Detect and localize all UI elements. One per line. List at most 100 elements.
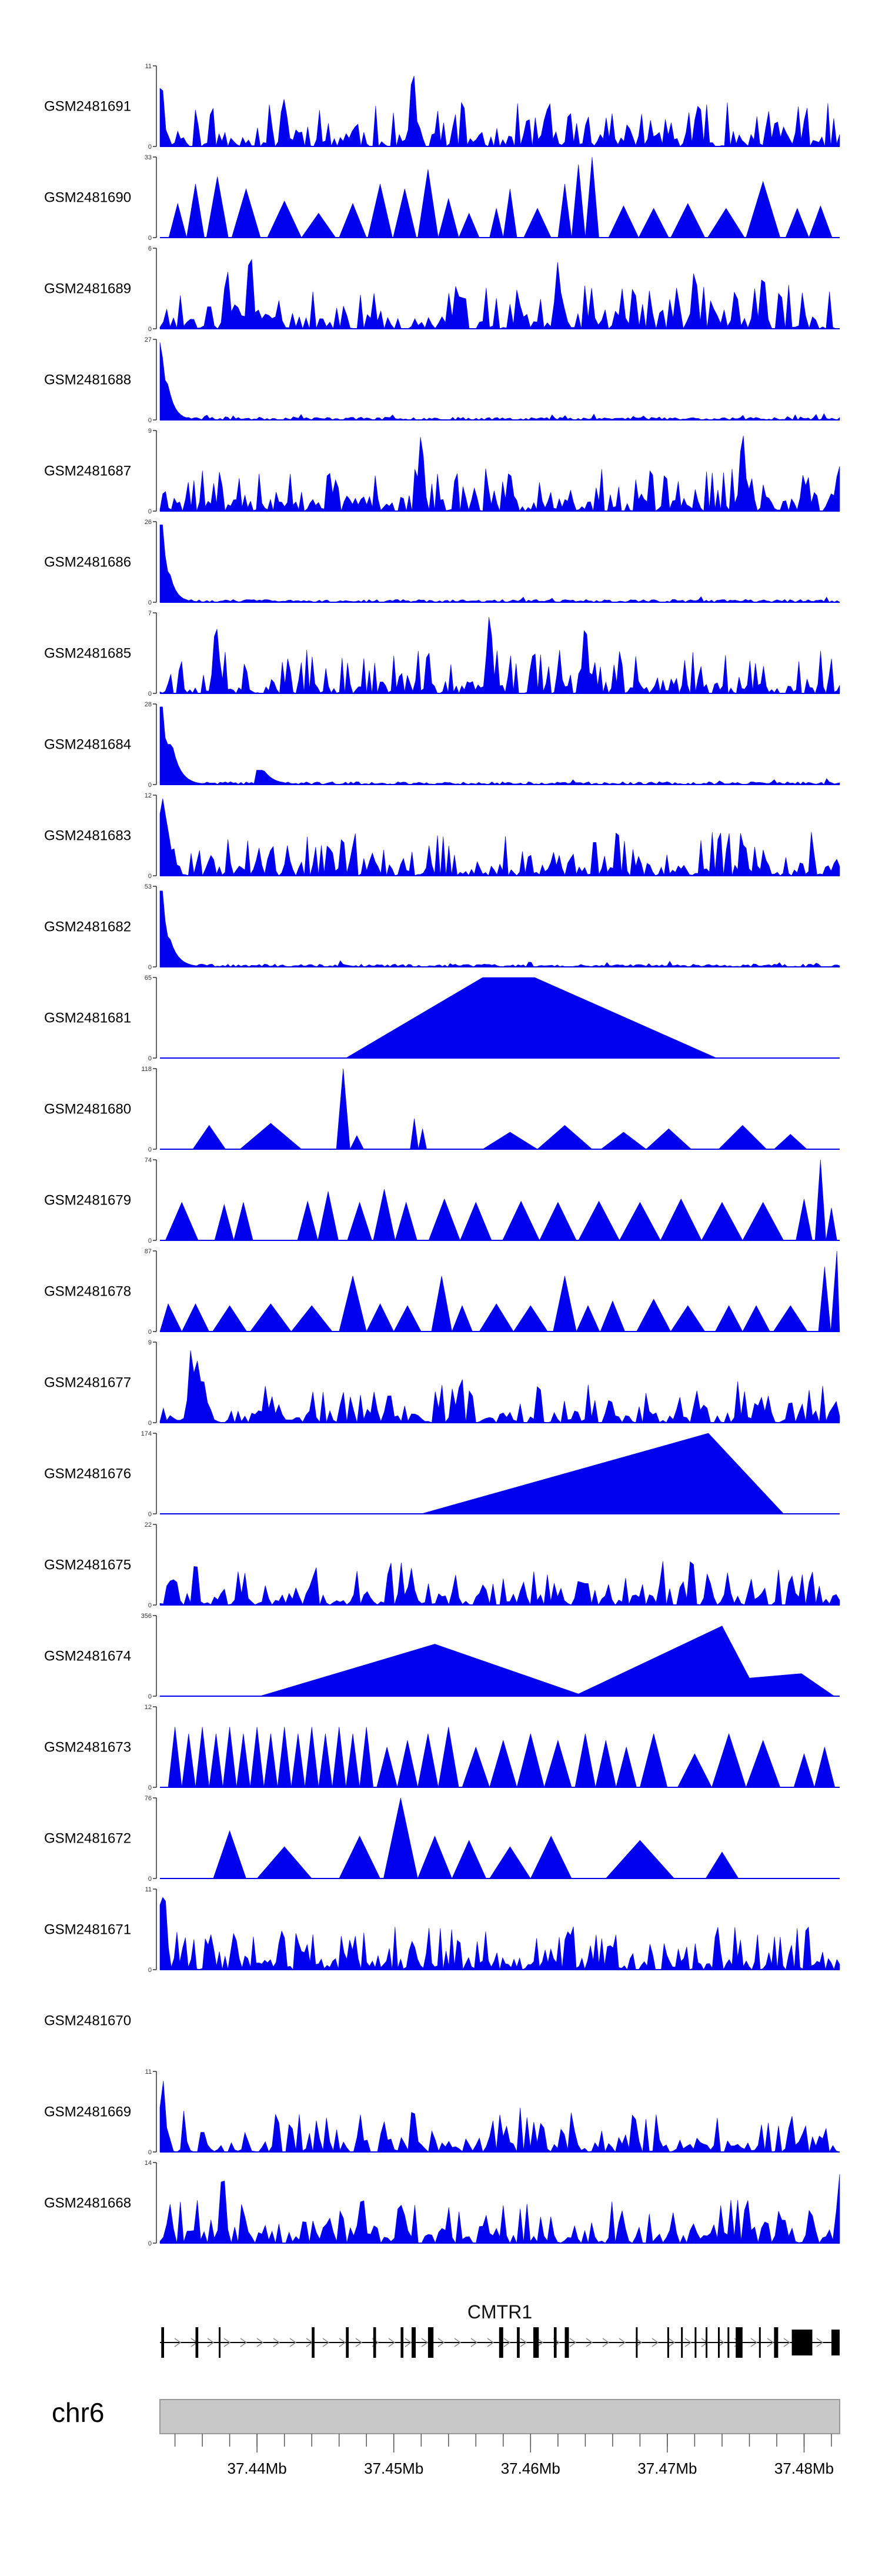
intron-arrow <box>437 2338 445 2347</box>
track-label: GSM2481686 <box>44 555 131 570</box>
track-GSM2481678: GSM2481678 87 0 <box>44 1248 840 1336</box>
intron-arrow <box>454 2338 462 2347</box>
track-label: GSM2481682 <box>44 919 131 935</box>
signal-area-GSM2481684 <box>159 706 840 785</box>
y-axis-min-label: 0 <box>148 2149 152 2156</box>
intron-arrow <box>684 2338 692 2347</box>
signal-area-GSM2481676 <box>421 1433 784 1514</box>
y-axis-max-label: 22 <box>145 1521 152 1529</box>
track-GSM2481675: GSM2481675 22 0 <box>44 1521 840 1609</box>
position-tick-labels: 37.44Mb 37.45Mb 37.46Mb 37.47Mb 37.48Mb <box>228 2460 834 2477</box>
track-label: GSM2481676 <box>44 1466 131 1482</box>
position-label: 37.47Mb <box>637 2460 697 2477</box>
y-axis-min-label: 0 <box>148 417 152 424</box>
track-GSM2481674: GSM2481674 356 0 <box>44 1613 840 1700</box>
intron-arrow <box>668 2338 676 2347</box>
intron-arrow <box>783 2338 791 2347</box>
y-axis-min-label: 0 <box>148 326 152 333</box>
signal-area-GSM2481673 <box>168 1727 836 1788</box>
y-axis-max-label: 356 <box>141 1613 152 1620</box>
exon-16 <box>667 2327 669 2358</box>
y-axis-max-label: 87 <box>145 1248 152 1255</box>
y-axis-min-label: 0 <box>148 144 152 151</box>
position-ticks <box>174 2434 832 2452</box>
intron-arrow <box>569 2338 577 2347</box>
intron-arrow <box>223 2338 231 2347</box>
y-axis-min-label: 0 <box>148 1055 152 1062</box>
track-GSM2481680: GSM2481680 118 0 <box>44 1066 840 1153</box>
y-axis-max-label: 11 <box>145 63 152 70</box>
y-axis-min-label: 0 <box>148 1876 152 1883</box>
track-GSM2481679: GSM2481679 74 0 <box>44 1157 840 1244</box>
signal-area-GSM2481691 <box>159 76 840 148</box>
y-axis-min-label: 0 <box>148 690 152 698</box>
track-GSM2481672: GSM2481672 76 0 <box>44 1795 840 1883</box>
y-axis-min-label: 0 <box>148 873 152 880</box>
y-axis-min-label: 0 <box>148 1784 152 1791</box>
exon-26 <box>831 2330 840 2355</box>
track-GSM2481677: GSM2481677 9 0 <box>44 1339 840 1427</box>
gene-exons <box>161 2327 840 2358</box>
signal-area-GSM2481677 <box>159 1350 840 1423</box>
gene-track: CMTR1 <box>160 2301 840 2358</box>
track-GSM2481681: GSM2481681 65 0 <box>44 975 840 1062</box>
track-GSM2481687: GSM2481687 9 0 <box>44 428 840 515</box>
intron-arrow <box>405 2338 412 2347</box>
y-axis-max-label: 33 <box>145 154 152 161</box>
y-axis-max-label: 74 <box>145 1157 152 1164</box>
track-label: GSM2481672 <box>44 1831 131 1847</box>
exon-8 <box>412 2327 416 2358</box>
exon-10 <box>499 2327 503 2358</box>
signal-tracks: GSM2481691110GSM2481690330GSM248168960GS… <box>44 63 840 2247</box>
track-GSM2481676: GSM2481676 174 0 <box>44 1430 840 1518</box>
track-label: GSM2481679 <box>44 1193 131 1209</box>
intron-arrow <box>240 2338 248 2347</box>
track-GSM2481684: GSM2481684 28 0 <box>44 701 840 789</box>
signal-area-GSM2481687 <box>159 435 840 512</box>
track-label: GSM2481673 <box>44 1740 131 1756</box>
intron-arrow <box>256 2338 264 2347</box>
chromosome-ideogram-track: chr6 37.44Mb 37.45Mb 37.46Mb 37.47Mb 37.48Mb <box>52 2397 840 2477</box>
track-GSM2481670: GSM2481670 <box>44 2013 131 2029</box>
track-GSM2481685: GSM2481685 7 0 <box>44 610 840 698</box>
track-GSM2481683: GSM2481683 12 0 <box>44 792 840 880</box>
track-label: GSM2481677 <box>44 1375 131 1391</box>
y-axis-min-label: 0 <box>148 1146 152 1153</box>
intron-arrow <box>717 2338 725 2347</box>
y-axis-max-label: 65 <box>145 975 152 982</box>
y-axis-min-label: 0 <box>148 235 152 242</box>
exon-24 <box>774 2327 779 2358</box>
y-axis-max-label: 12 <box>145 792 152 799</box>
track-GSM2481688: GSM2481688 27 0 <box>44 336 840 424</box>
signal-area-GSM2481688 <box>159 342 840 421</box>
y-axis-min-label: 0 <box>148 508 152 515</box>
y-axis-min-label: 0 <box>148 1602 152 1609</box>
intron-arrow <box>816 2338 824 2347</box>
track-GSM2481690: GSM2481690 33 0 <box>44 154 840 242</box>
track-label: GSM2481671 <box>44 1922 131 1938</box>
intron-arrow <box>536 2338 544 2347</box>
intron-arrow <box>586 2338 593 2347</box>
y-axis-min-label: 0 <box>148 964 152 971</box>
intron-arrow <box>652 2338 659 2347</box>
track-GSM2481668: GSM2481668 14 0 <box>44 2160 840 2247</box>
gene-name-label: CMTR1 <box>467 2301 532 2323</box>
y-axis-min-label: 0 <box>148 782 152 789</box>
signal-area-GSM2481679 <box>165 1159 837 1242</box>
y-axis-max-label: 14 <box>145 2160 152 2167</box>
y-axis-max-label: 12 <box>145 1704 152 1711</box>
intron-arrow <box>388 2338 396 2347</box>
signal-area-GSM2481689 <box>159 259 840 329</box>
track-label: GSM2481678 <box>44 1284 131 1300</box>
exon-21 <box>727 2327 730 2358</box>
track-label: GSM2481669 <box>44 2104 131 2120</box>
track-GSM2481686: GSM2481686 26 0 <box>44 519 840 606</box>
exon-5 <box>346 2327 349 2358</box>
exon-2 <box>195 2327 199 2358</box>
y-axis-max-label: 7 <box>148 610 152 617</box>
signal-area-GSM2481685 <box>159 617 840 695</box>
exon-20 <box>718 2327 720 2358</box>
chromosome-label: chr6 <box>52 2397 104 2428</box>
signal-area-GSM2481672 <box>213 1797 739 1880</box>
